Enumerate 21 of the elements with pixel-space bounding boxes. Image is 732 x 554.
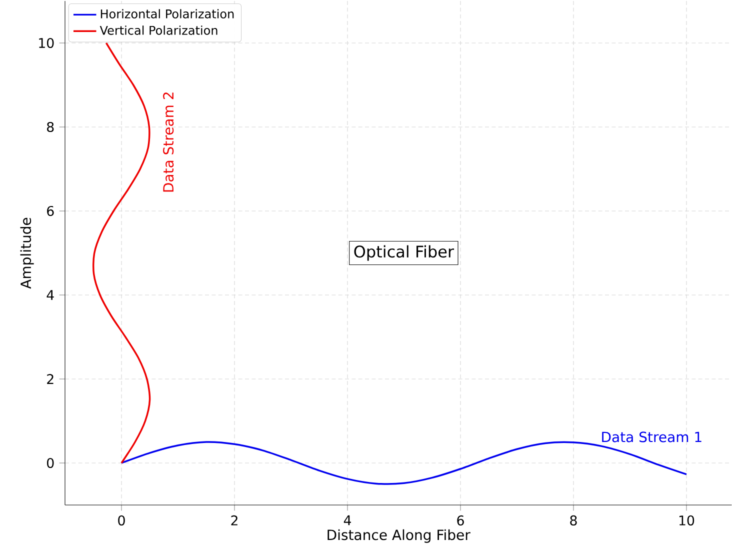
y-tick-label: 10 <box>39 38 54 48</box>
legend-label: Vertical Polarization <box>100 26 218 35</box>
x-tick-label: 2 <box>231 515 238 526</box>
line-series <box>92 42 151 464</box>
annotation: Data Stream 1 <box>602 432 702 442</box>
y-tick-label: 8 <box>47 122 54 132</box>
line-series <box>120 441 688 485</box>
y-axis-title: Amplitude <box>20 218 34 289</box>
legend-label: Horizontal Polarization <box>100 9 234 18</box>
annotation: Data Stream 2 <box>163 92 174 192</box>
y-tick-label: 6 <box>47 206 54 216</box>
annotation: Optical Fiber <box>354 245 454 261</box>
x-tick-label: 10 <box>679 515 694 526</box>
x-tick-label: 4 <box>344 515 351 526</box>
y-tick-label: 4 <box>46 290 54 300</box>
x-tick-label: 6 <box>457 515 464 526</box>
x-axis-title: Distance Along Fiber <box>328 529 470 543</box>
x-tick-label: 0 <box>118 515 125 526</box>
x-tick-label: 8 <box>570 515 577 526</box>
y-tick-label: 0 <box>46 458 54 468</box>
y-tick-label: 2 <box>47 374 54 384</box>
